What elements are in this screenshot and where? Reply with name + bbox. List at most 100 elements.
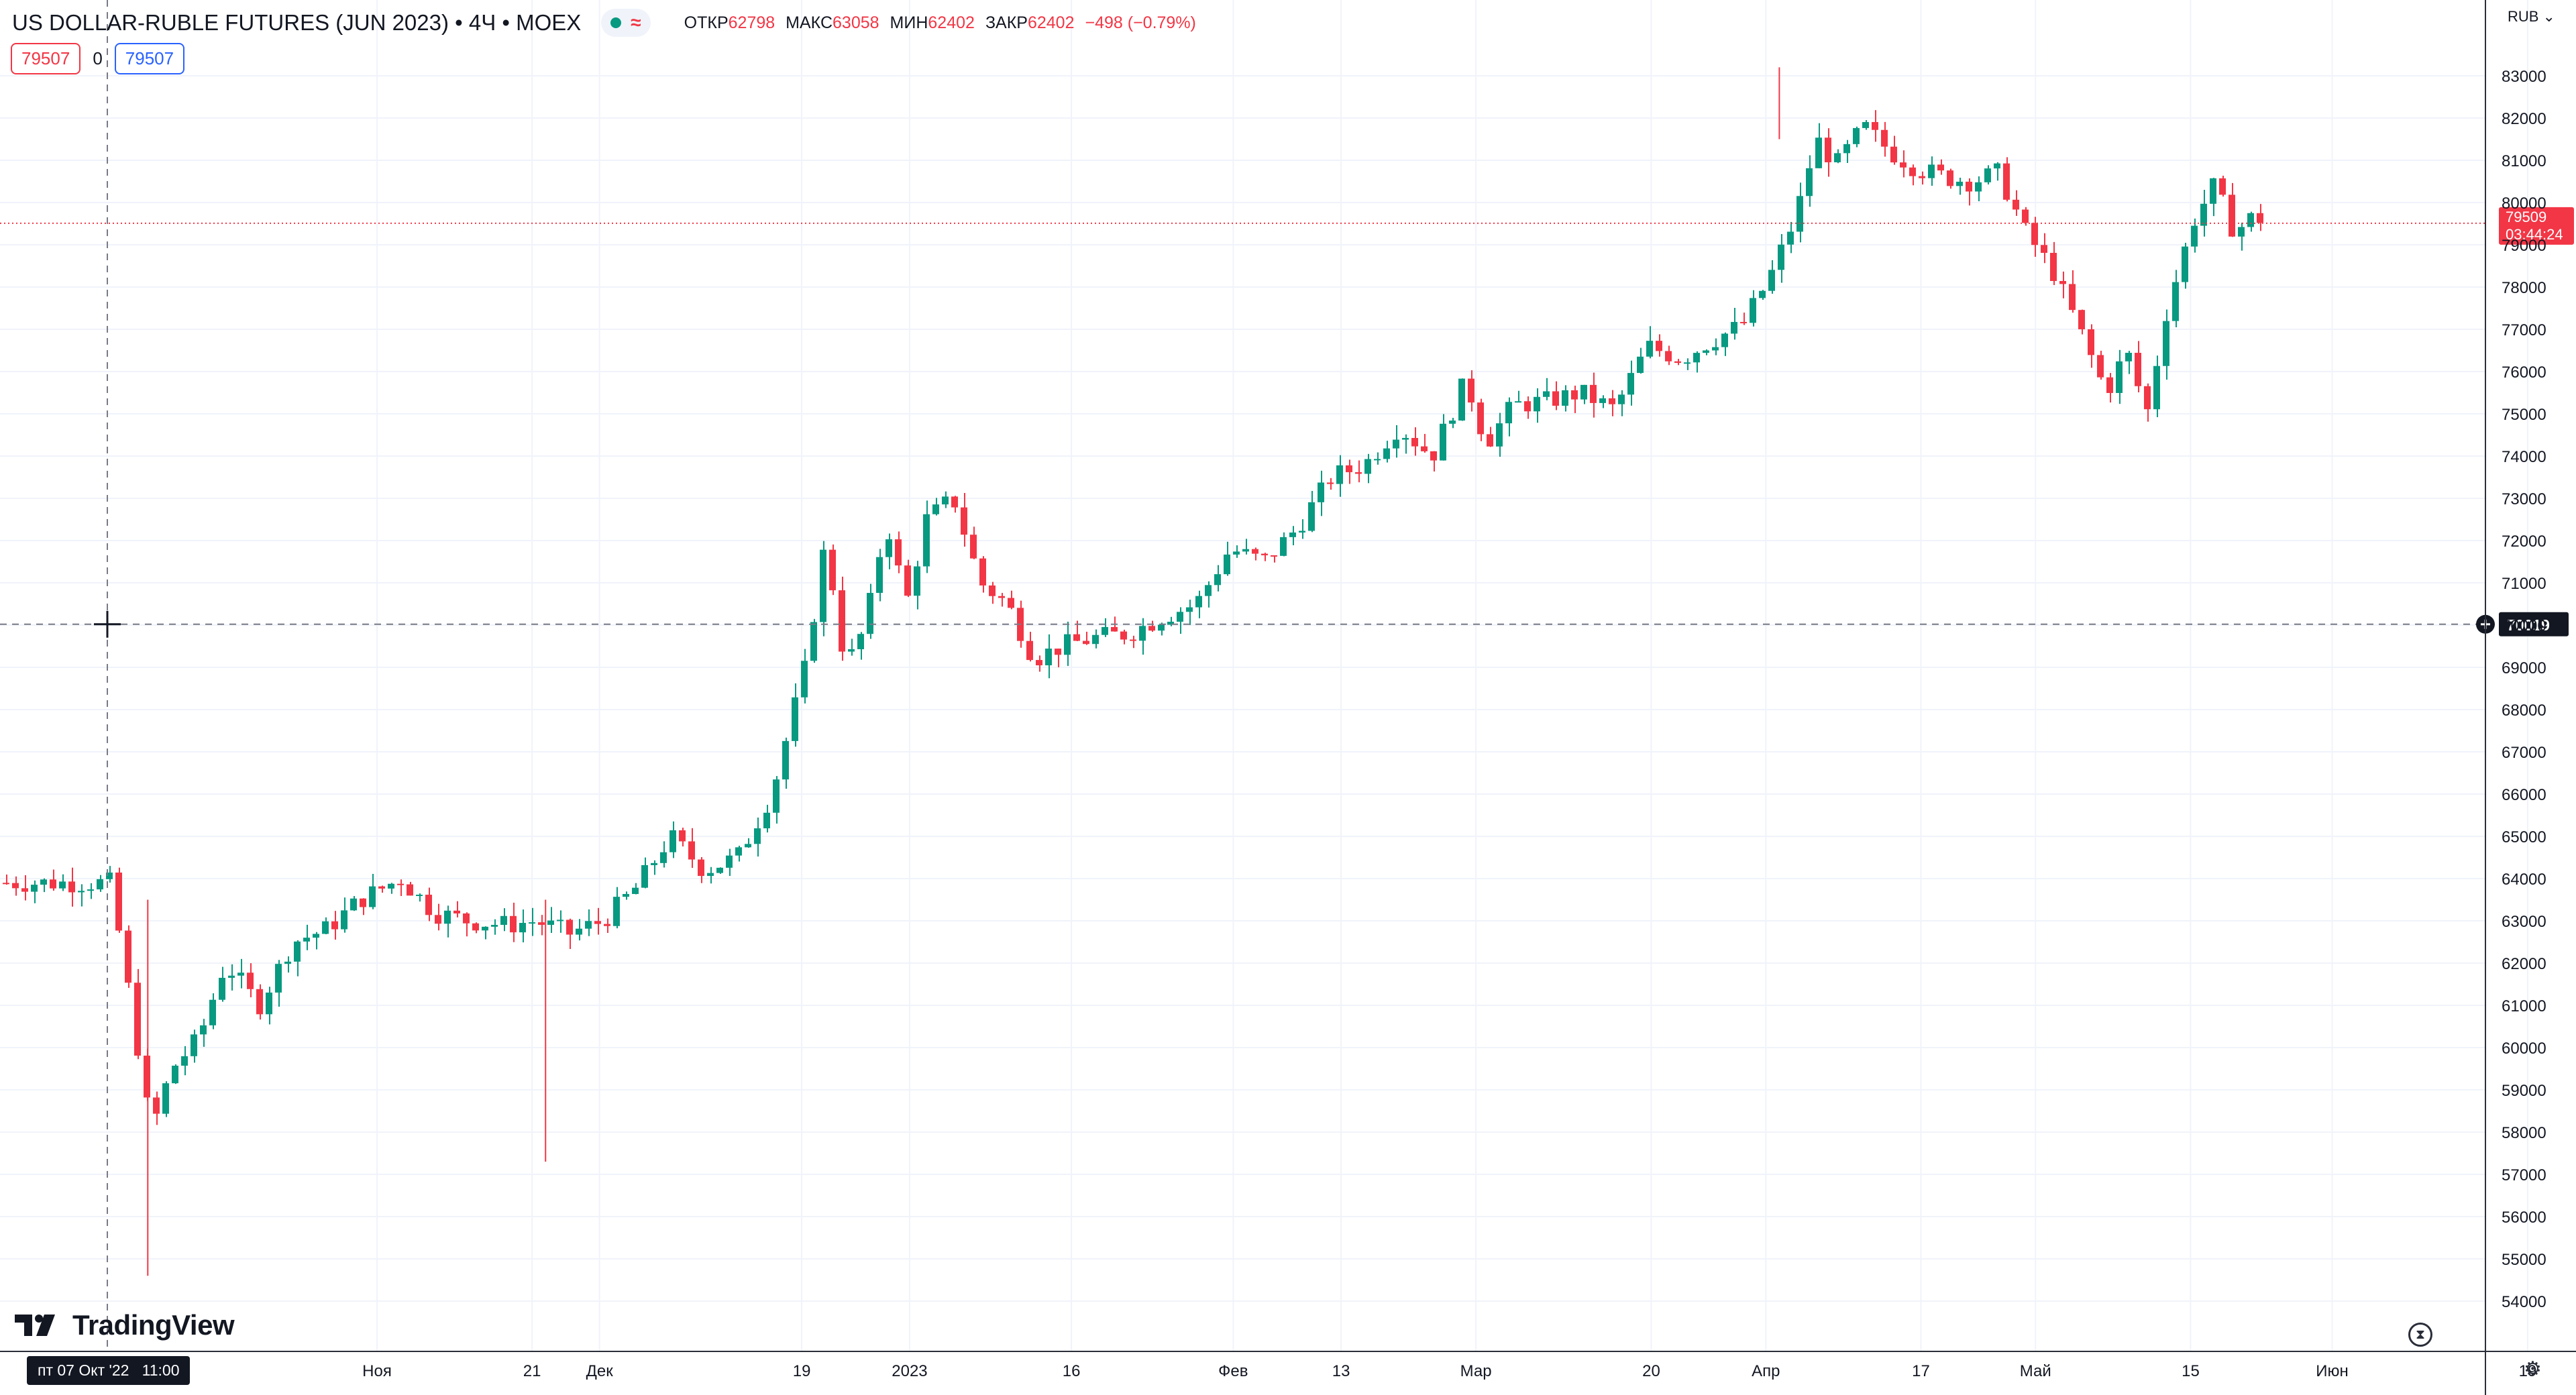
candle-body bbox=[1008, 598, 1014, 608]
price-tick-label: 58000 bbox=[2502, 1124, 2546, 1142]
price-tick-label: 64000 bbox=[2502, 871, 2546, 889]
candle bbox=[237, 958, 244, 989]
time-tick-label: 13 bbox=[1332, 1362, 1350, 1380]
candle-body bbox=[1834, 153, 1841, 162]
candle bbox=[1477, 398, 1484, 441]
symbol-title[interactable]: US DOLLAR-RUBLE FUTURES (JUN 2023) • 4Ч … bbox=[12, 10, 582, 35]
candle bbox=[482, 926, 488, 940]
candle bbox=[885, 533, 892, 569]
candle bbox=[1571, 386, 1578, 413]
candle-body bbox=[632, 887, 639, 894]
candle-body bbox=[1318, 482, 1324, 502]
candle bbox=[1374, 452, 1381, 465]
candle bbox=[1102, 618, 1108, 637]
candle-body bbox=[1966, 181, 1972, 192]
candle bbox=[1825, 128, 1831, 177]
candle bbox=[1064, 621, 1071, 666]
candle-body bbox=[2022, 209, 2029, 223]
candle bbox=[1393, 425, 1399, 458]
candle bbox=[2069, 270, 2076, 313]
gear-icon[interactable]: ⚙ bbox=[2524, 1358, 2542, 1380]
candle bbox=[1543, 378, 1550, 400]
candle bbox=[388, 883, 394, 894]
candle bbox=[914, 561, 920, 610]
last-price-value: 79509 bbox=[2506, 209, 2546, 225]
sell-button[interactable]: 79507 bbox=[11, 43, 81, 74]
buy-button[interactable]: 79507 bbox=[114, 43, 185, 74]
candle-body bbox=[1862, 121, 1869, 128]
candle-body bbox=[895, 539, 902, 566]
candle-body bbox=[1853, 127, 1860, 144]
candle-body bbox=[1280, 537, 1287, 556]
price-tick-label: 59000 bbox=[2502, 1082, 2546, 1100]
candle bbox=[1872, 110, 1878, 142]
candle bbox=[1355, 460, 1362, 483]
close-label: ЗАКР bbox=[985, 13, 1028, 32]
time-tick-label: 2023 bbox=[892, 1362, 927, 1380]
approx-icon: ≈ bbox=[631, 12, 641, 33]
candle-body bbox=[1984, 168, 1991, 182]
candle-body bbox=[698, 859, 704, 877]
candle-body bbox=[1299, 531, 1305, 533]
candle bbox=[2191, 218, 2198, 253]
candle-body bbox=[1665, 351, 1672, 361]
time-tick-label: Апр bbox=[1752, 1362, 1780, 1380]
candle bbox=[801, 649, 808, 704]
candles bbox=[3, 67, 2263, 1276]
candle-body bbox=[576, 928, 582, 935]
candle bbox=[21, 875, 28, 901]
candle-body bbox=[1167, 622, 1174, 625]
candle-body bbox=[1843, 144, 1850, 154]
candle bbox=[1966, 178, 1972, 206]
candle-body bbox=[1534, 396, 1540, 412]
candle bbox=[1383, 441, 1390, 463]
bar-countdown: 03:44:24 bbox=[2506, 226, 2563, 243]
candle bbox=[106, 866, 113, 883]
candle bbox=[1919, 171, 1925, 185]
candle bbox=[1242, 539, 1249, 555]
candle-body bbox=[660, 852, 667, 863]
candle bbox=[1890, 135, 1897, 165]
time-tick-label: 20 bbox=[1642, 1362, 1660, 1380]
candle-body bbox=[529, 922, 535, 924]
market-status-pill[interactable]: ≈ bbox=[601, 9, 651, 37]
time-tick-label: 19 bbox=[2519, 1362, 2537, 1380]
candle bbox=[1693, 351, 1700, 373]
tradingview-logo[interactable]: TradingView bbox=[15, 1309, 235, 1341]
candle bbox=[1637, 347, 1644, 374]
candle-body bbox=[1055, 649, 1061, 655]
candle bbox=[134, 968, 141, 1060]
candle bbox=[1552, 381, 1559, 410]
candle bbox=[360, 898, 366, 915]
currency-selector[interactable]: RUB ⌄ bbox=[2508, 8, 2555, 25]
candle-body bbox=[1289, 533, 1296, 537]
candle bbox=[1036, 655, 1042, 672]
candle-body bbox=[2125, 353, 2132, 361]
candle-body bbox=[1571, 390, 1578, 400]
candle-body bbox=[1552, 391, 1559, 406]
candle-body bbox=[716, 867, 723, 873]
high-label: МАКС bbox=[786, 13, 833, 32]
candle bbox=[1092, 629, 1099, 649]
candle bbox=[1515, 390, 1521, 403]
candle bbox=[735, 846, 742, 862]
candle bbox=[2219, 175, 2226, 197]
price-tick-label: 54000 bbox=[2502, 1293, 2546, 1311]
candle bbox=[529, 907, 535, 936]
change-value: −498 (−0.79%) bbox=[1085, 13, 1196, 32]
hourglass-icon[interactable]: ⧗ bbox=[2408, 1323, 2432, 1347]
candle-body bbox=[942, 496, 949, 505]
candle bbox=[2229, 182, 2235, 237]
candle-body bbox=[1562, 390, 1568, 406]
candle bbox=[1759, 290, 1766, 300]
candle-body bbox=[2106, 377, 2113, 393]
candle bbox=[519, 909, 526, 943]
candle-body bbox=[1214, 574, 1221, 585]
candle-body bbox=[1158, 624, 1165, 631]
candle-body bbox=[1139, 626, 1146, 641]
candle-body bbox=[2219, 178, 2226, 195]
candle-body bbox=[1496, 423, 1503, 447]
candle-body bbox=[763, 812, 770, 829]
price-tick-label: 56000 bbox=[2502, 1209, 2546, 1227]
